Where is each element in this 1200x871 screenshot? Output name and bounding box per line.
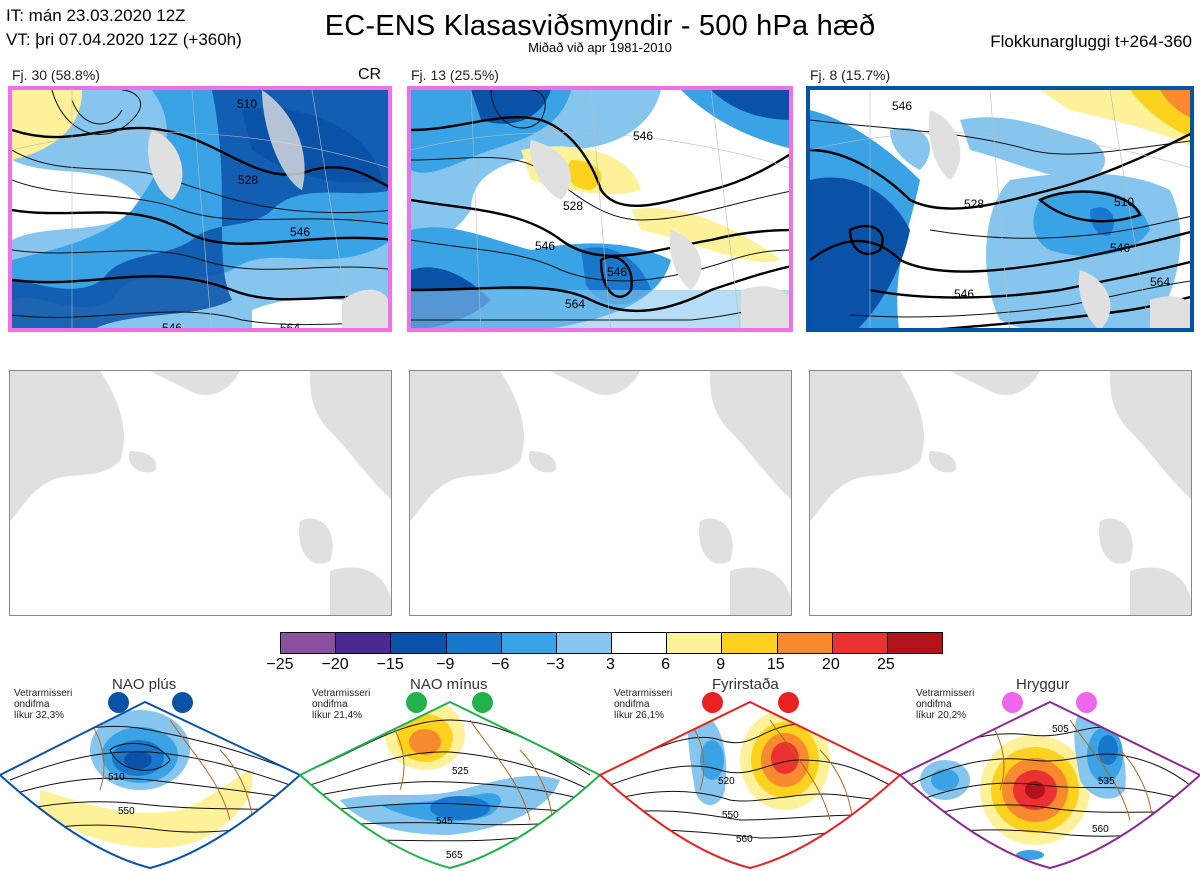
regime-note-3: Vetrarmisseri ondifma líkur 26,1%	[614, 688, 673, 721]
contour-label: 546	[892, 99, 912, 113]
contour-label: 510	[1114, 195, 1134, 209]
regime-title-1: NAO plús	[112, 676, 177, 693]
regime-dot-1a	[108, 692, 129, 713]
regime-contour: 565	[446, 850, 463, 861]
regime-contour: 525	[452, 766, 469, 777]
contour-label: 528	[964, 197, 984, 211]
colorbar-tick: 20	[821, 656, 840, 673]
regime-dot-4a	[1002, 692, 1023, 713]
cluster-map-2: 546 528 546 546 564	[407, 86, 793, 332]
colorbar-segment	[832, 633, 888, 653]
blank-map-3	[809, 370, 1192, 616]
regime-title-3: Fyrirstaða	[712, 676, 779, 693]
regime-maps: 510 550 525 545 565 520 550	[0, 700, 1200, 870]
cluster-label-2: Fj. 13 (25.5%)	[411, 67, 499, 83]
regime-dot-1b	[172, 692, 193, 713]
regime-contour: 560	[1092, 824, 1109, 835]
regime-contour: 560	[736, 834, 753, 845]
cluster-label-1: Fj. 30 (58.8%)	[12, 67, 100, 83]
regime-title-2: NAO mínus	[410, 676, 488, 693]
regime-map-nao-minus	[300, 702, 600, 868]
colorbar-segment	[722, 633, 778, 653]
cluster-map-1: 528 546 546 564 510	[8, 86, 392, 332]
colorbar-segment	[391, 633, 447, 653]
contour-label: 528	[563, 199, 583, 213]
cluster-map-3: 546 528 510 546 564 546	[806, 86, 1194, 332]
colorbar-segment	[336, 633, 392, 653]
cluster-label-3: Fj. 8 (15.7%)	[810, 67, 891, 83]
contour-label: 546	[607, 265, 627, 279]
valid-time: VT: þri 07.04.2020 12Z (+360h)	[6, 30, 242, 49]
blank-map-2	[409, 370, 792, 616]
anomaly-colorbar	[280, 632, 943, 654]
colorbar-segment	[501, 633, 557, 653]
page-title: EC-ENS Klasasviðsmyndir - 500 hPa hæð	[324, 10, 876, 42]
contour-label: 510	[237, 97, 257, 111]
contour-label: 546	[535, 239, 555, 253]
contour-label: 546	[290, 225, 310, 239]
contour-label: 528	[238, 173, 258, 187]
regime-map-nao-plus	[0, 702, 300, 868]
regime-map-ridge	[900, 702, 1200, 868]
colorbar-tick: −6	[491, 656, 510, 673]
colorbar-segment	[887, 633, 943, 653]
colorbar-tick: 9	[716, 656, 726, 673]
colorbar-tick: 25	[877, 656, 895, 673]
colorbar-segment	[281, 633, 337, 653]
regime-contour: 535	[1098, 776, 1115, 787]
regime-contour: 545	[436, 816, 453, 827]
page-subtitle: Miðað við apr 1981-2010	[528, 40, 672, 55]
regime-note-1: Vetrarmisseri ondifma líkur 32,3%	[14, 688, 73, 721]
contour-label: 546	[633, 129, 653, 143]
colorbar-tick: −3	[546, 656, 565, 673]
contour-label: 546	[954, 287, 974, 301]
cluster-tag-1: CR	[358, 66, 382, 83]
regime-note-2: Vetrarmisseri ondifma líkur 21,4%	[312, 688, 371, 721]
regime-contour: 505	[1052, 724, 1069, 735]
regime-title-4: Hryggur	[1016, 676, 1070, 693]
contour-label: 564	[280, 321, 300, 332]
regime-contour: 550	[118, 806, 135, 817]
initial-time: IT: mán 23.03.2020 12Z	[6, 6, 186, 25]
colorbar-segment	[556, 633, 613, 653]
regime-contour: 520	[718, 776, 735, 787]
classification-window: Flokkunargluggi t+264-360	[990, 32, 1192, 51]
contour-label: 564	[565, 297, 585, 311]
colorbar-segment	[612, 633, 668, 653]
regime-contour: 550	[722, 810, 739, 821]
colorbar-tick: −15	[376, 656, 404, 673]
blank-map-1	[9, 370, 392, 616]
regime-contour: 510	[108, 772, 125, 783]
regime-dot-2a	[406, 692, 427, 713]
regime-dot-4b	[1076, 692, 1097, 713]
colorbar-tick: 6	[661, 656, 671, 673]
regime-dot-2b	[472, 692, 493, 713]
regime-note-4: Vetrarmisseri ondifma líkur 20,2%	[916, 688, 975, 721]
colorbar-tick: 3	[606, 656, 615, 673]
colorbar-segment	[446, 633, 502, 653]
colorbar-tick: 15	[766, 656, 785, 673]
regime-dot-3a	[702, 692, 723, 713]
contour-label: 564	[1150, 275, 1170, 289]
contour-label: 546	[162, 321, 182, 332]
colorbar-segment	[777, 633, 833, 653]
colorbar-tick: −9	[436, 656, 455, 673]
colorbar-segment	[667, 633, 723, 653]
contour-label: 546	[1110, 241, 1130, 255]
regime-dot-3b	[778, 692, 799, 713]
colorbar-tick: −25	[266, 656, 294, 673]
colorbar-tick: −20	[321, 656, 349, 673]
